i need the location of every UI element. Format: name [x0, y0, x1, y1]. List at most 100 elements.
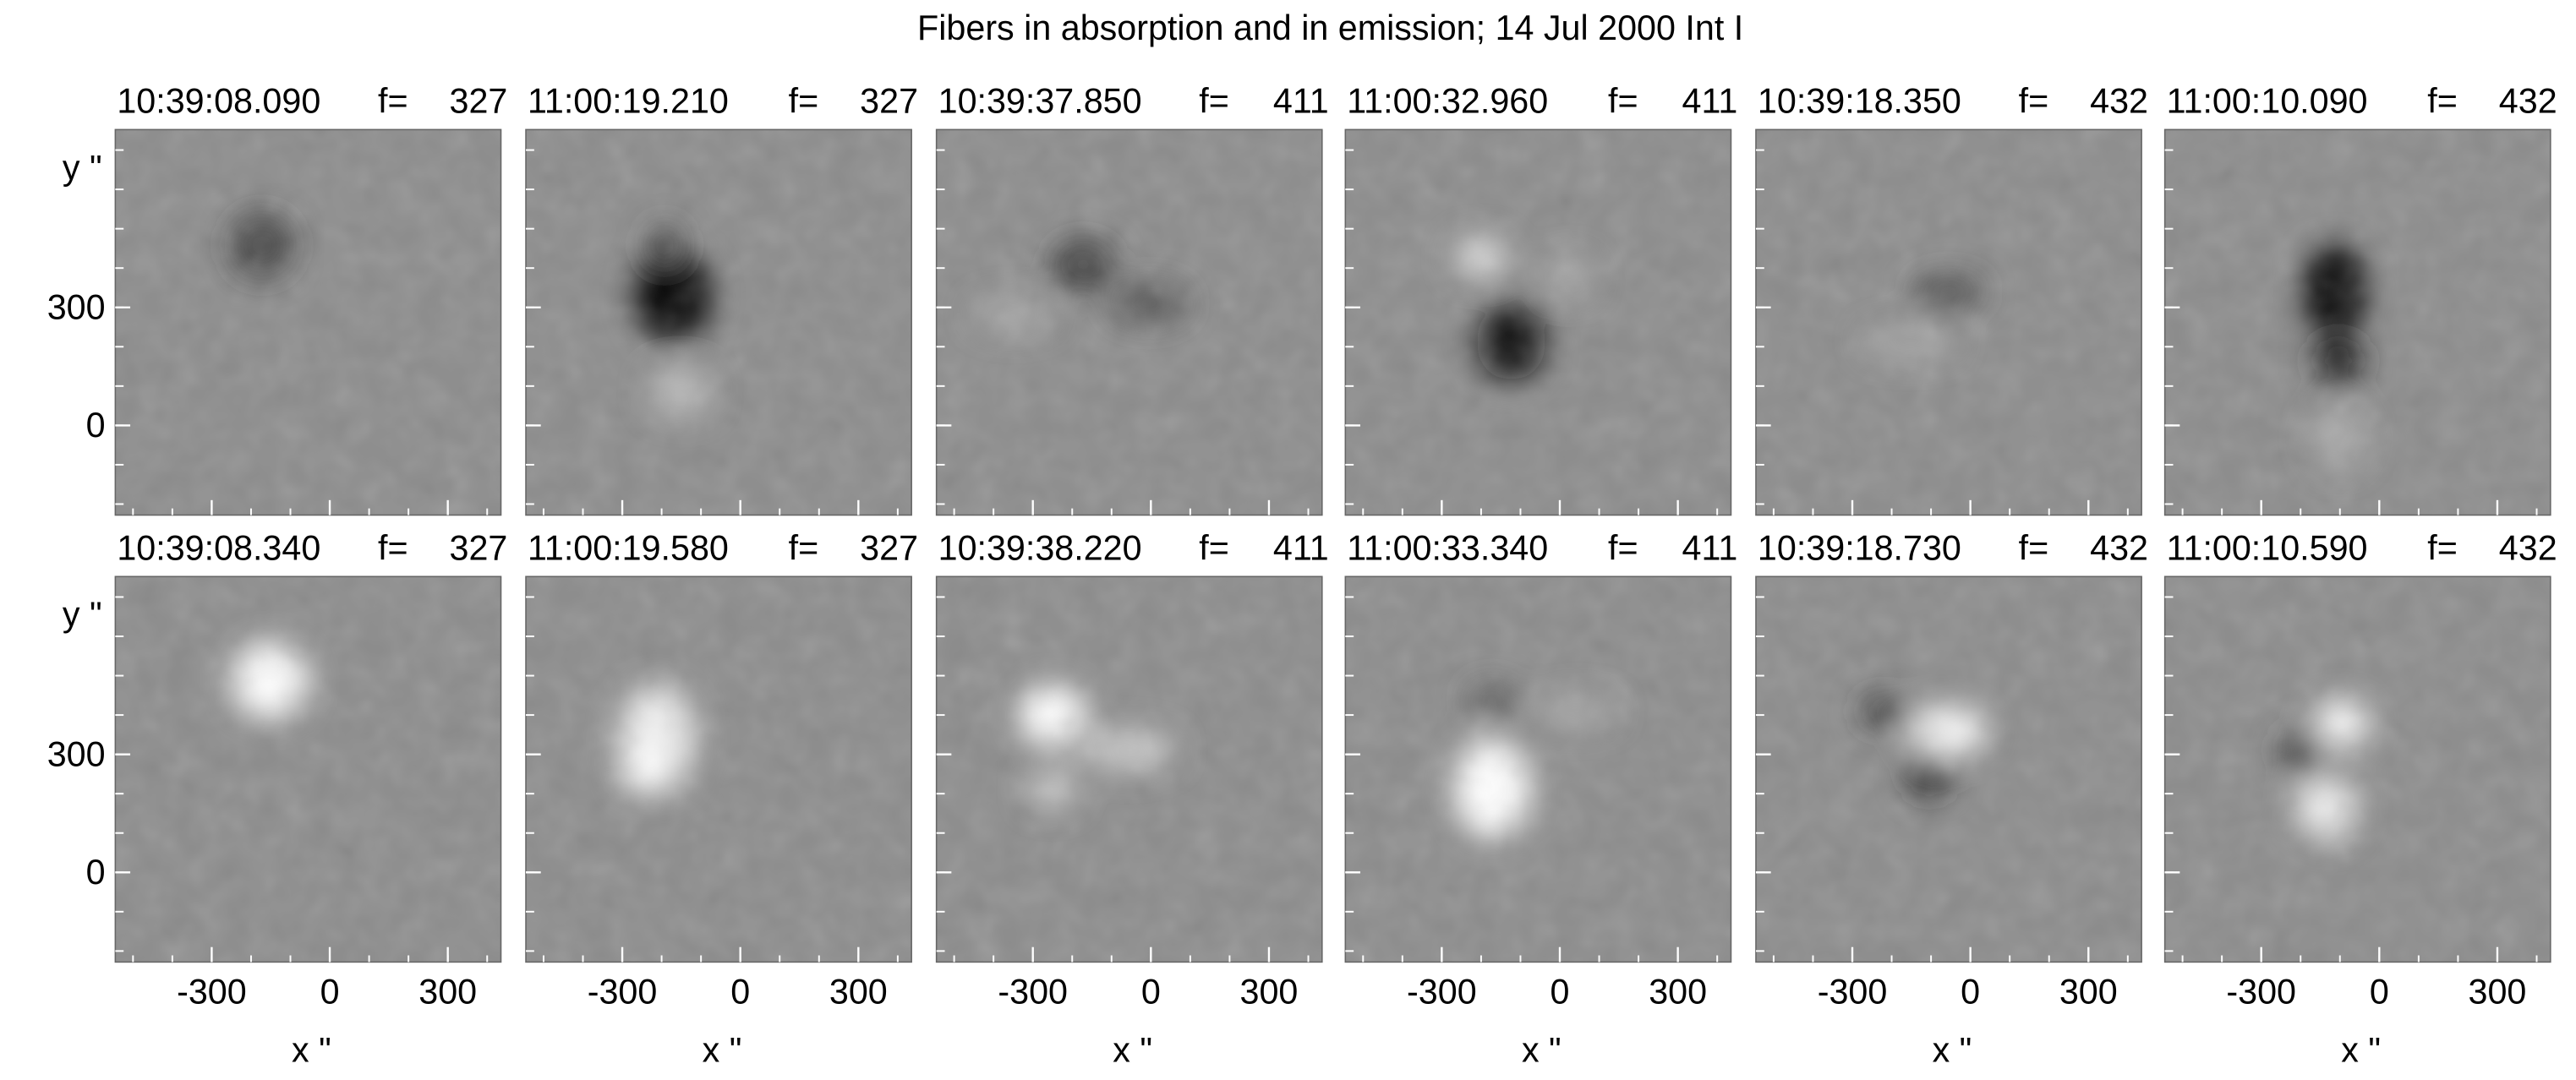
panel-frame — [1755, 575, 2142, 963]
panel-frame-prefix: f= — [1199, 529, 1229, 568]
x-tick-label: 0 — [730, 973, 750, 1012]
panel-frame — [525, 575, 912, 963]
x-tick-label: 0 — [1551, 973, 1570, 1012]
x-tick-label: -300 — [1818, 973, 1888, 1012]
x-axis-label: x " — [292, 1030, 331, 1069]
image-panel: 10:39:08.090 f= 327 0 300 y " — [47, 82, 508, 516]
image-panel: 10:39:37.850 f= 411 — [935, 82, 1329, 516]
image-panel: 10:39:08.340 f= 327 -300 0 300 0 300 x " y " — [47, 529, 508, 1070]
panel-frame-prefix: f= — [378, 529, 408, 568]
panel-frame-number: 327 — [450, 529, 508, 568]
panel-time: 10:39:08.090 — [117, 82, 320, 121]
panel-frame — [1344, 575, 1732, 963]
panel-time: 10:39:08.340 — [117, 529, 320, 568]
panel-texture — [2164, 576, 2551, 963]
panel-frame-number: 411 — [1682, 529, 1738, 568]
image-panel: 10:39:18.350 f= 432 — [1755, 82, 2148, 516]
panel-frame — [2163, 575, 2551, 963]
panel-frame — [525, 128, 912, 516]
panel-frame-number: 432 — [2499, 82, 2557, 121]
panel-frame-number: 432 — [2090, 529, 2148, 568]
panel-frame-prefix: f= — [789, 529, 819, 568]
image-panel: 11:00:10.090 f= 432 — [2163, 82, 2557, 516]
panel-texture — [936, 576, 1322, 963]
x-tick-label: -300 — [2226, 973, 2296, 1012]
panel-texture — [526, 129, 912, 515]
panel-frame-prefix: f= — [2019, 529, 2049, 568]
panel-frame-prefix: f= — [2427, 529, 2458, 568]
x-tick-label: 0 — [2370, 973, 2389, 1012]
panel-texture — [526, 576, 912, 963]
image-panel: 11:00:32.960 f= 411 — [1344, 82, 1738, 516]
panel-time: 10:39:37.850 — [938, 82, 1142, 121]
panel-time: 11:00:19.580 — [528, 529, 729, 568]
panel-frame-prefix: f= — [1608, 82, 1638, 121]
panel-frame — [935, 128, 1323, 516]
panel-time: 11:00:33.340 — [1347, 529, 1548, 568]
panel-time: 11:00:32.960 — [1347, 82, 1548, 121]
panel-texture — [1345, 576, 1731, 963]
panel-frame-number: 327 — [450, 82, 508, 121]
y-tick-label: 300 — [47, 288, 106, 327]
panel-frame-number: 327 — [860, 529, 918, 568]
x-tick-label: -300 — [177, 973, 247, 1012]
x-tick-label: -300 — [588, 973, 658, 1012]
panel-frame — [935, 575, 1323, 963]
panel-time: 10:39:38.220 — [938, 529, 1142, 568]
x-axis-label: x " — [703, 1030, 742, 1069]
x-tick-label: 300 — [1240, 973, 1299, 1012]
panel-time: 10:39:18.350 — [1758, 82, 1961, 121]
image-panel: 11:00:19.210 f= 327 — [525, 82, 918, 516]
y-axis-label: y " — [63, 595, 102, 634]
panel-frame-prefix: f= — [789, 82, 819, 121]
x-tick-label: 300 — [829, 973, 888, 1012]
panel-frame-number: 411 — [1273, 529, 1329, 568]
panel-frame-number: 432 — [2090, 82, 2148, 121]
panel-frame-prefix: f= — [1608, 529, 1638, 568]
panel-frame-prefix: f= — [2427, 82, 2458, 121]
x-tick-label: -300 — [1407, 973, 1477, 1012]
panel-frame-prefix: f= — [378, 82, 408, 121]
panel-texture — [115, 129, 501, 515]
x-tick-label: 0 — [320, 973, 340, 1012]
y-tick-label: 0 — [86, 406, 106, 445]
panel-frame-number: 411 — [1273, 82, 1329, 121]
panel-time: 11:00:10.090 — [2167, 82, 2368, 121]
image-panel: 11:00:19.580 f= 327 -300 0 300 x " — [525, 529, 918, 1069]
x-tick-label: 0 — [1141, 973, 1161, 1012]
panel-frame-prefix: f= — [2019, 82, 2049, 121]
x-tick-label: 0 — [1961, 973, 1980, 1012]
panel-time: 10:39:18.730 — [1758, 529, 1961, 568]
panel-frame — [1344, 128, 1732, 516]
x-axis-label: x " — [1522, 1030, 1561, 1069]
panel-texture — [1755, 576, 2142, 963]
x-tick-label: 300 — [418, 973, 477, 1012]
panel-texture — [2164, 129, 2551, 515]
panel-texture — [1755, 129, 2142, 515]
panel-frame — [114, 575, 502, 963]
panel-texture — [1345, 129, 1731, 515]
figure-title: Fibers in absorption and in emission; 14… — [917, 8, 1743, 47]
panel-frame — [2163, 128, 2551, 516]
panel-time: 11:00:10.590 — [2167, 529, 2368, 568]
x-tick-label: -300 — [998, 973, 1068, 1012]
panel-frame-prefix: f= — [1199, 82, 1229, 121]
image-panel: 11:00:33.340 f= 411 -300 0 300 x " — [1344, 529, 1738, 1069]
x-axis-label: x " — [2341, 1030, 2381, 1069]
x-axis-label: x " — [1113, 1030, 1152, 1069]
image-panel: 10:39:38.220 f= 411 -300 0 300 x " — [935, 529, 1329, 1069]
panel-frame-number: 432 — [2499, 529, 2557, 568]
x-tick-label: 300 — [1649, 973, 1707, 1012]
panel-time: 11:00:19.210 — [528, 82, 729, 121]
x-axis-label: x " — [1933, 1030, 1972, 1069]
y-axis-label: y " — [63, 148, 102, 187]
panel-frame — [1755, 128, 2142, 516]
panel-texture — [115, 576, 501, 963]
panel-frame-number: 411 — [1682, 82, 1738, 121]
y-tick-label: 300 — [47, 734, 106, 773]
panel-frame-number: 327 — [860, 82, 918, 121]
y-tick-label: 0 — [86, 853, 106, 892]
image-panel: 10:39:18.730 f= 432 -300 0 300 x " — [1755, 529, 2148, 1069]
